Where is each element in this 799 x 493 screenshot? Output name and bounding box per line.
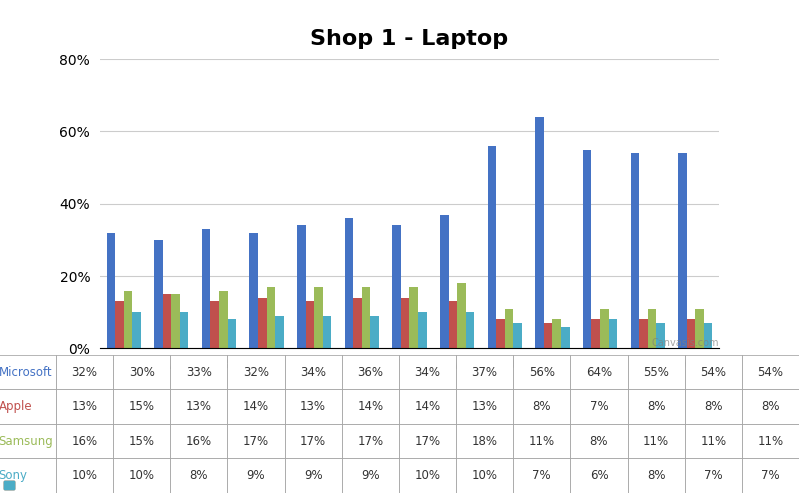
Bar bbox=[371, 316, 379, 349]
Bar bbox=[704, 323, 713, 349]
Bar bbox=[487, 146, 496, 349]
Bar bbox=[466, 312, 475, 349]
Bar bbox=[552, 319, 561, 349]
Bar bbox=[418, 312, 427, 349]
Bar bbox=[344, 218, 353, 349]
Title: Shop 1 - Laptop: Shop 1 - Laptop bbox=[311, 29, 508, 49]
Bar bbox=[440, 214, 448, 349]
Bar bbox=[115, 301, 124, 349]
Bar bbox=[171, 294, 180, 349]
Bar bbox=[306, 301, 314, 349]
Bar bbox=[180, 312, 189, 349]
Bar bbox=[505, 309, 513, 349]
Bar bbox=[695, 309, 704, 349]
Bar bbox=[258, 298, 267, 349]
Bar bbox=[219, 290, 228, 349]
Bar bbox=[656, 323, 665, 349]
Bar bbox=[513, 323, 522, 349]
Bar bbox=[410, 287, 418, 349]
Bar bbox=[583, 149, 591, 349]
Bar bbox=[561, 327, 570, 349]
Bar bbox=[496, 319, 505, 349]
Bar bbox=[124, 290, 133, 349]
FancyBboxPatch shape bbox=[4, 481, 14, 489]
Bar bbox=[297, 225, 306, 349]
Bar bbox=[133, 312, 141, 349]
Text: Canvasis.com: Canvasis.com bbox=[652, 338, 719, 349]
Bar bbox=[323, 316, 332, 349]
Bar bbox=[202, 229, 210, 349]
Bar bbox=[648, 309, 656, 349]
Bar bbox=[630, 153, 639, 349]
Bar bbox=[678, 153, 686, 349]
Bar bbox=[275, 316, 284, 349]
Bar bbox=[362, 287, 371, 349]
Bar bbox=[249, 233, 258, 349]
Bar bbox=[228, 319, 237, 349]
FancyBboxPatch shape bbox=[4, 481, 14, 489]
Bar bbox=[154, 240, 163, 349]
Bar bbox=[639, 319, 648, 349]
Bar bbox=[314, 287, 323, 349]
Bar bbox=[591, 319, 600, 349]
Bar bbox=[163, 294, 171, 349]
Bar bbox=[686, 319, 695, 349]
Bar bbox=[535, 117, 544, 349]
Bar bbox=[210, 301, 219, 349]
Bar bbox=[106, 233, 115, 349]
FancyBboxPatch shape bbox=[4, 481, 14, 489]
Bar bbox=[600, 309, 609, 349]
Bar bbox=[401, 298, 410, 349]
Bar bbox=[267, 287, 275, 349]
Bar bbox=[392, 225, 401, 349]
Bar bbox=[544, 323, 552, 349]
FancyBboxPatch shape bbox=[4, 481, 14, 489]
Bar bbox=[457, 283, 466, 349]
Bar bbox=[609, 319, 617, 349]
Bar bbox=[353, 298, 362, 349]
Bar bbox=[448, 301, 457, 349]
